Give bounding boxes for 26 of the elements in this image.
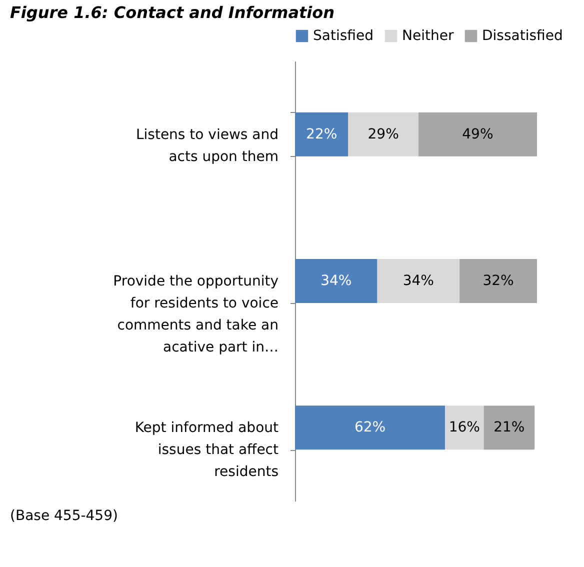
y-tick-label: Kept informed about issues that affect residents (134, 420, 280, 480)
bar (445, 406, 484, 450)
legend-label: Satisfied (313, 28, 374, 44)
legend-label: Neither (402, 28, 454, 44)
data-label: 29% (368, 126, 399, 142)
chart-title: Figure 1.6: Contact and Information (10, 3, 335, 22)
legend-label: Dissatisfied (482, 28, 563, 44)
data-label: 21% (494, 420, 525, 436)
bar (295, 259, 378, 303)
data-label: 62% (354, 420, 386, 436)
bar (418, 112, 537, 156)
y-tick-label: Provide the opportunity for residents to voice comments and take an acative part in… (113, 274, 278, 356)
data-label: 22% (306, 126, 338, 142)
bar (460, 259, 537, 303)
bar (295, 112, 348, 156)
data-label: 16% (448, 420, 480, 436)
text: (Base 455-459) (10, 508, 118, 524)
bar (348, 112, 418, 156)
bar (377, 259, 460, 303)
data-label: 34% (402, 273, 434, 289)
bar (484, 406, 535, 450)
bar (295, 406, 446, 450)
y-tick-label: Listens to views and acts upon them (136, 126, 278, 165)
data-label: 49% (462, 126, 494, 142)
data-label: 32% (482, 273, 514, 289)
data-label: 34% (320, 273, 352, 289)
